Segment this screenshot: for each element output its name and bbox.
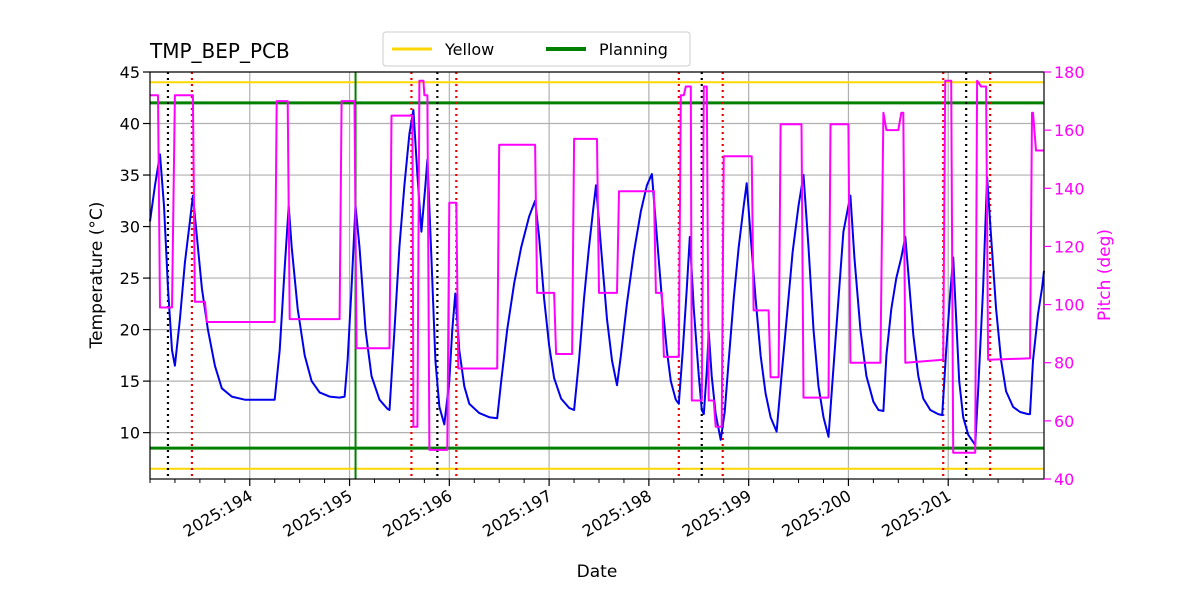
y2-tick-label: 120 xyxy=(1054,237,1085,256)
y2-tick-label: 160 xyxy=(1054,121,1085,140)
legend-label-yellow: Yellow xyxy=(444,40,494,59)
y-tick-label: 20 xyxy=(120,321,140,340)
y2-tick-label: 40 xyxy=(1054,470,1074,489)
y-axis-label: Temperature (°C) xyxy=(87,202,107,350)
temperature-series-line xyxy=(149,109,1045,446)
y2-tick-label: 140 xyxy=(1054,179,1085,198)
plot-frame xyxy=(149,71,1045,480)
y-tick-label: 40 xyxy=(120,115,140,134)
legend: Yellow Planning xyxy=(382,31,691,67)
y-tick-label: 30 xyxy=(120,218,140,237)
y-tick-label: 45 xyxy=(120,63,140,82)
x-axis-label: Date xyxy=(577,562,618,582)
legend-box xyxy=(382,31,691,67)
chart-title: TMP_BEP_PCB xyxy=(149,39,290,63)
pitch-series-line xyxy=(150,79,1044,454)
y-tick-label: 35 xyxy=(120,166,140,185)
y2-tick-label: 60 xyxy=(1054,412,1074,431)
limits-layer xyxy=(150,81,1044,470)
y2-tick-label: 80 xyxy=(1054,354,1074,373)
y-tick-label: 10 xyxy=(120,424,140,443)
series-layer xyxy=(149,79,1045,454)
y2-tick-label: 180 xyxy=(1054,63,1085,82)
y2-tick-label: 100 xyxy=(1054,296,1085,315)
legend-label-planning: Planning xyxy=(599,40,668,59)
y2-axis-label: Pitch (deg) xyxy=(1095,229,1115,321)
y-tick-label: 15 xyxy=(120,372,140,391)
y-tick-label: 25 xyxy=(120,269,140,288)
